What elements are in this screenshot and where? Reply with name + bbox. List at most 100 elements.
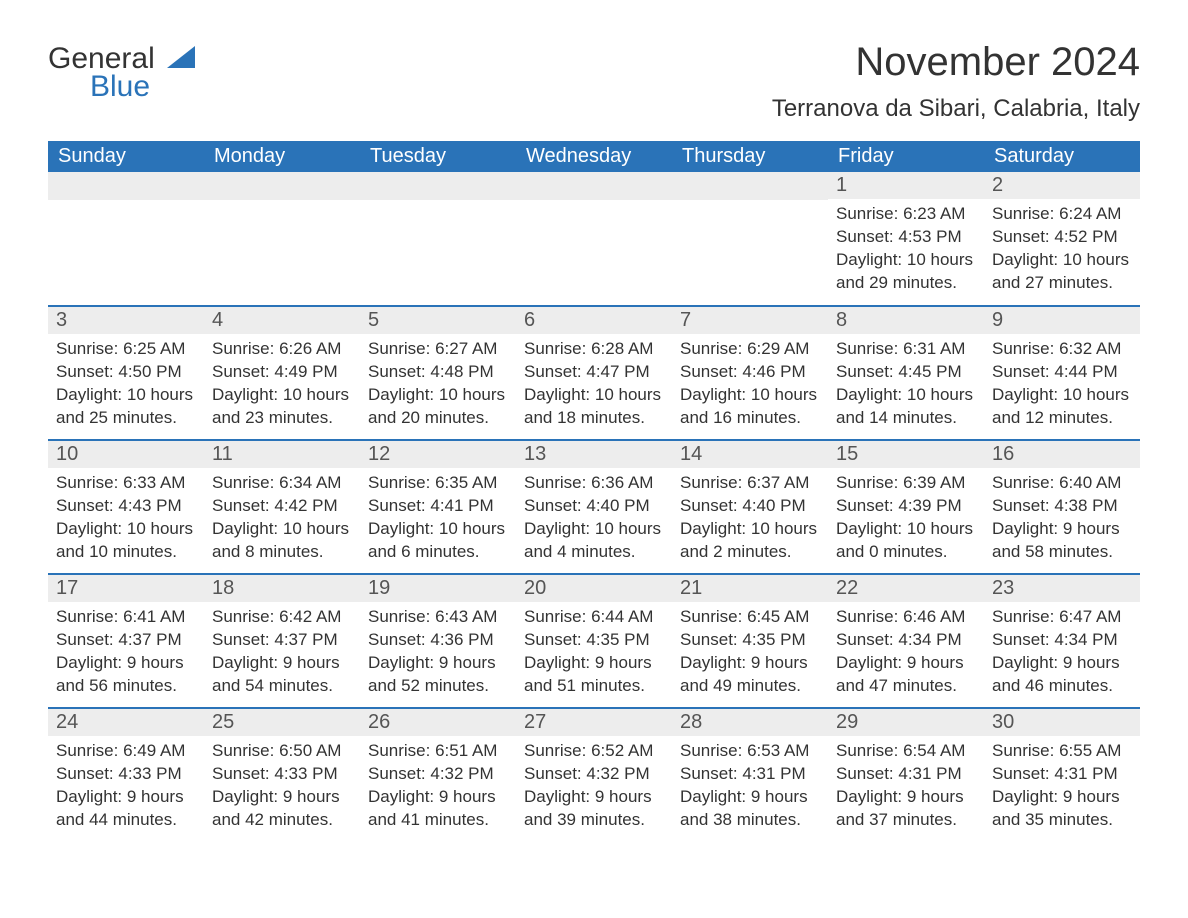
calendar-day-cell: 23Sunrise: 6:47 AMSunset: 4:34 PMDayligh… (984, 574, 1140, 708)
header: General Blue November 2024 Terranova da … (48, 40, 1140, 135)
day-number: 8 (828, 307, 984, 334)
day-number: 24 (48, 709, 204, 736)
day-daylight1: Daylight: 9 hours (56, 652, 196, 675)
day-sunrise: Sunrise: 6:39 AM (836, 472, 976, 495)
day-daylight1: Daylight: 10 hours (212, 384, 352, 407)
day-number: 30 (984, 709, 1140, 736)
calendar-day-cell: 14Sunrise: 6:37 AMSunset: 4:40 PMDayligh… (672, 440, 828, 574)
calendar-day-cell: 4Sunrise: 6:26 AMSunset: 4:49 PMDaylight… (204, 306, 360, 440)
day-sunrise: Sunrise: 6:34 AM (212, 472, 352, 495)
day-daylight1: Daylight: 9 hours (836, 786, 976, 809)
day-sunrise: Sunrise: 6:42 AM (212, 606, 352, 629)
calendar-day-cell: 7Sunrise: 6:29 AMSunset: 4:46 PMDaylight… (672, 306, 828, 440)
day-daylight1: Daylight: 10 hours (524, 518, 664, 541)
day-daylight1: Daylight: 10 hours (836, 249, 976, 272)
calendar-day-cell: 3Sunrise: 6:25 AMSunset: 4:50 PMDaylight… (48, 306, 204, 440)
day-sunrise: Sunrise: 6:37 AM (680, 472, 820, 495)
day-daylight2: and 12 minutes. (992, 407, 1132, 430)
day-daylight1: Daylight: 9 hours (56, 786, 196, 809)
location-subtitle: Terranova da Sibari, Calabria, Italy (772, 95, 1140, 123)
day-daylight1: Daylight: 9 hours (212, 786, 352, 809)
day-sunset: Sunset: 4:33 PM (56, 763, 196, 786)
day-header: Friday (828, 141, 984, 172)
day-daylight1: Daylight: 9 hours (992, 652, 1132, 675)
day-daylight2: and 41 minutes. (368, 809, 508, 832)
day-content: Sunrise: 6:52 AMSunset: 4:32 PMDaylight:… (516, 736, 672, 840)
day-daylight2: and 18 minutes. (524, 407, 664, 430)
day-daylight1: Daylight: 9 hours (524, 652, 664, 675)
calendar-week-row: 17Sunrise: 6:41 AMSunset: 4:37 PMDayligh… (48, 574, 1140, 708)
day-daylight1: Daylight: 9 hours (992, 786, 1132, 809)
day-header: Sunday (48, 141, 204, 172)
day-daylight1: Daylight: 10 hours (56, 518, 196, 541)
calendar-table: Sunday Monday Tuesday Wednesday Thursday… (48, 141, 1140, 842)
day-sunset: Sunset: 4:52 PM (992, 226, 1132, 249)
day-content-empty (48, 200, 204, 290)
day-daylight2: and 2 minutes. (680, 541, 820, 564)
day-daylight1: Daylight: 9 hours (680, 652, 820, 675)
day-sunset: Sunset: 4:46 PM (680, 361, 820, 384)
day-number-empty (672, 172, 828, 200)
day-number: 11 (204, 441, 360, 468)
day-content: Sunrise: 6:46 AMSunset: 4:34 PMDaylight:… (828, 602, 984, 706)
day-sunset: Sunset: 4:31 PM (836, 763, 976, 786)
day-content: Sunrise: 6:51 AMSunset: 4:32 PMDaylight:… (360, 736, 516, 840)
day-number: 1 (828, 172, 984, 199)
day-content: Sunrise: 6:35 AMSunset: 4:41 PMDaylight:… (360, 468, 516, 572)
day-sunrise: Sunrise: 6:35 AM (368, 472, 508, 495)
day-daylight1: Daylight: 10 hours (56, 384, 196, 407)
calendar-day-cell: 11Sunrise: 6:34 AMSunset: 4:42 PMDayligh… (204, 440, 360, 574)
day-header: Saturday (984, 141, 1140, 172)
day-daylight1: Daylight: 10 hours (524, 384, 664, 407)
calendar-day-cell: 2Sunrise: 6:24 AMSunset: 4:52 PMDaylight… (984, 172, 1140, 306)
day-sunrise: Sunrise: 6:52 AM (524, 740, 664, 763)
logo-sail-icon (167, 42, 195, 76)
day-daylight1: Daylight: 10 hours (680, 518, 820, 541)
calendar-day-cell: 9Sunrise: 6:32 AMSunset: 4:44 PMDaylight… (984, 306, 1140, 440)
calendar-day-cell: 8Sunrise: 6:31 AMSunset: 4:45 PMDaylight… (828, 306, 984, 440)
day-daylight2: and 4 minutes. (524, 541, 664, 564)
day-content: Sunrise: 6:55 AMSunset: 4:31 PMDaylight:… (984, 736, 1140, 840)
day-content: Sunrise: 6:47 AMSunset: 4:34 PMDaylight:… (984, 602, 1140, 706)
day-header: Monday (204, 141, 360, 172)
calendar-day-cell: 10Sunrise: 6:33 AMSunset: 4:43 PMDayligh… (48, 440, 204, 574)
day-sunset: Sunset: 4:37 PM (56, 629, 196, 652)
day-number: 4 (204, 307, 360, 334)
calendar-week-row: 1Sunrise: 6:23 AMSunset: 4:53 PMDaylight… (48, 172, 1140, 306)
day-daylight2: and 20 minutes. (368, 407, 508, 430)
day-sunrise: Sunrise: 6:27 AM (368, 338, 508, 361)
day-content: Sunrise: 6:28 AMSunset: 4:47 PMDaylight:… (516, 334, 672, 438)
day-number-empty (360, 172, 516, 200)
calendar-day-cell: 26Sunrise: 6:51 AMSunset: 4:32 PMDayligh… (360, 708, 516, 842)
calendar-day-cell: 27Sunrise: 6:52 AMSunset: 4:32 PMDayligh… (516, 708, 672, 842)
day-daylight1: Daylight: 9 hours (368, 652, 508, 675)
day-sunset: Sunset: 4:40 PM (680, 495, 820, 518)
day-daylight2: and 6 minutes. (368, 541, 508, 564)
calendar-day-cell: 1Sunrise: 6:23 AMSunset: 4:53 PMDaylight… (828, 172, 984, 306)
day-sunrise: Sunrise: 6:28 AM (524, 338, 664, 361)
day-number: 10 (48, 441, 204, 468)
day-daylight2: and 0 minutes. (836, 541, 976, 564)
day-daylight1: Daylight: 10 hours (212, 518, 352, 541)
day-sunrise: Sunrise: 6:25 AM (56, 338, 196, 361)
day-number: 5 (360, 307, 516, 334)
day-daylight1: Daylight: 9 hours (524, 786, 664, 809)
day-sunset: Sunset: 4:53 PM (836, 226, 976, 249)
day-header: Tuesday (360, 141, 516, 172)
day-daylight2: and 29 minutes. (836, 272, 976, 295)
day-content: Sunrise: 6:39 AMSunset: 4:39 PMDaylight:… (828, 468, 984, 572)
day-daylight2: and 44 minutes. (56, 809, 196, 832)
day-number: 26 (360, 709, 516, 736)
day-sunrise: Sunrise: 6:31 AM (836, 338, 976, 361)
day-sunrise: Sunrise: 6:32 AM (992, 338, 1132, 361)
day-sunrise: Sunrise: 6:55 AM (992, 740, 1132, 763)
calendar-day-cell (360, 172, 516, 306)
calendar-day-cell: 22Sunrise: 6:46 AMSunset: 4:34 PMDayligh… (828, 574, 984, 708)
day-daylight2: and 35 minutes. (992, 809, 1132, 832)
day-daylight2: and 37 minutes. (836, 809, 976, 832)
day-sunrise: Sunrise: 6:26 AM (212, 338, 352, 361)
day-content: Sunrise: 6:31 AMSunset: 4:45 PMDaylight:… (828, 334, 984, 438)
day-sunrise: Sunrise: 6:51 AM (368, 740, 508, 763)
day-daylight2: and 49 minutes. (680, 675, 820, 698)
day-sunrise: Sunrise: 6:53 AM (680, 740, 820, 763)
